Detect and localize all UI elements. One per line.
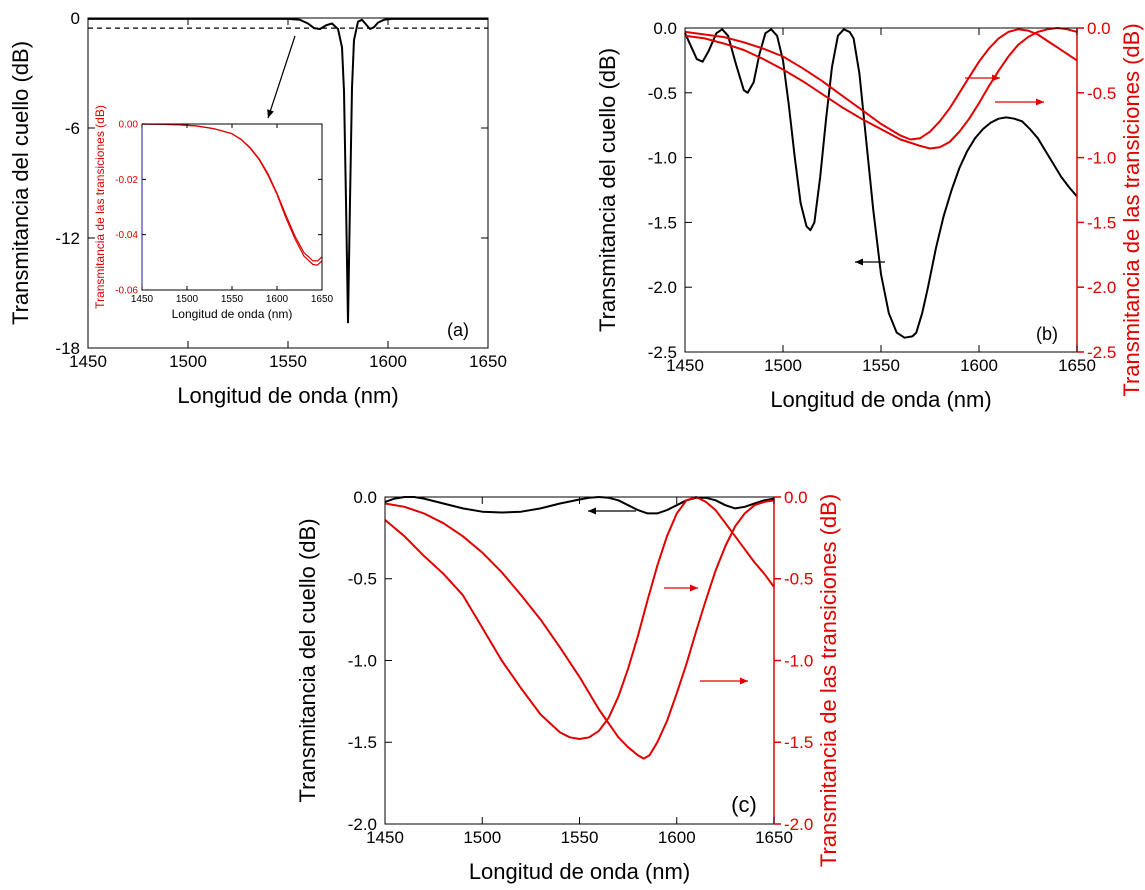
x-axis-label: Longitud de onda (nm) xyxy=(469,859,690,884)
panel-label: (c) xyxy=(731,792,757,817)
y-axis-label: Transmitancia del cuello (dB) xyxy=(8,41,33,325)
x-tick-label: 1550 xyxy=(862,356,900,375)
right-y-tick-label: -1.0 xyxy=(784,651,813,670)
inset-x-tick-label: 1550 xyxy=(221,294,244,305)
x-tick-label: 1450 xyxy=(666,356,704,375)
right-y-tick-label: -0.5 xyxy=(1087,84,1116,103)
y-tick-label: -12 xyxy=(55,229,80,248)
arrow-left-axis-head xyxy=(855,258,863,266)
inset-x-tick-label: 1500 xyxy=(176,294,199,305)
inset-series-line-2 xyxy=(141,123,323,266)
arrow-right-axis-2-head xyxy=(1036,98,1044,106)
right-y-tick-label: -1.0 xyxy=(1087,149,1116,168)
plot-frame xyxy=(384,496,775,825)
y-tick-label: -6 xyxy=(65,119,80,138)
y-tick-label: -18 xyxy=(55,339,80,358)
y-tick-label: -1.0 xyxy=(348,651,377,670)
x-tick-label: 1550 xyxy=(269,352,307,371)
x-axis-label: Longitud de onda (nm) xyxy=(177,383,398,408)
y-tick-label: 0 xyxy=(71,9,80,28)
right-y-axis-label: Transmitancia de las transiciones (dB) xyxy=(816,494,841,867)
inset-x-axis-label: Longitud de onda (nm) xyxy=(172,307,293,321)
x-tick-label: 1650 xyxy=(469,352,507,371)
chart-panel-b: 1450 1500 1550 1600 1650 0.0 -0.5 -1.0 -1.5 -2.0 -… xyxy=(595,19,1144,412)
x-tick-label: 1650 xyxy=(1058,356,1096,375)
x-tick-label: 1500 xyxy=(764,356,802,375)
chart-panel-a: 1450 1500 1550 1600 1650 0 -6 -12 -18 Longitud de… xyxy=(8,9,507,408)
right-y-tick-label: -1.5 xyxy=(1087,213,1116,232)
right-y-tick-label: -2.5 xyxy=(1087,343,1116,362)
chart-panel-c: 1450 1500 1550 1600 1650 0.0 -0.5 -1.0 -1.5 -2.0 0… xyxy=(295,488,841,884)
annotation-arrow-inset-head xyxy=(267,109,274,118)
y-tick-label: -1.5 xyxy=(648,213,677,232)
x-axis-label: Longitud de onda (nm) xyxy=(770,387,991,412)
arrow-right-axis-2-head xyxy=(740,677,748,685)
series-line-1 xyxy=(384,496,775,515)
y-tick-label: -0.5 xyxy=(348,570,377,589)
inset-x-tick-label: 1450 xyxy=(131,294,154,305)
x-tick-label: 1600 xyxy=(960,356,998,375)
x-tick-label: 1550 xyxy=(561,828,599,847)
right-y-tick-label: -0.5 xyxy=(784,570,813,589)
series-line-3 xyxy=(684,27,1078,150)
arrow-right-axis-1-head xyxy=(992,74,1000,82)
series-line-2 xyxy=(684,28,1078,141)
panel-label: (b) xyxy=(1036,324,1058,344)
y-axis-label: Transmitancia del cuello (dB) xyxy=(295,518,320,802)
right-y-axis-label: Transmitancia de las transiciones (dB) xyxy=(1119,23,1144,396)
y-tick-label: -1.5 xyxy=(348,733,377,752)
inset-y-tick-label: -0.02 xyxy=(115,175,138,186)
x-tick-label: 1450 xyxy=(366,828,404,847)
y-tick-label: -1.0 xyxy=(648,149,677,168)
panel-label: (a) xyxy=(447,320,469,340)
inset-y-axis-label: Transmitancia de las transiciones (dB) xyxy=(93,105,107,309)
plot-frame xyxy=(684,27,1078,353)
x-tick-label: 1450 xyxy=(69,352,107,371)
inset-chart: 1450 1500 1550 1600 1650 0.00 -0.02 -0.04 -0.06 L… xyxy=(93,105,334,321)
right-y-tick-label: -2.0 xyxy=(784,815,813,834)
y-tick-label: -2.5 xyxy=(648,343,677,362)
series-line-2 xyxy=(384,496,775,740)
inset-x-tick-label: 1650 xyxy=(311,294,334,305)
y-tick-label: 0.0 xyxy=(353,488,377,507)
x-tick-label: 1500 xyxy=(463,828,501,847)
y-tick-label: -0.5 xyxy=(648,84,677,103)
series-line-3 xyxy=(384,499,775,760)
inset-y-tick-label: -0.06 xyxy=(115,286,138,297)
y-axis-label: Transmitancia del cuello (dB) xyxy=(595,48,620,332)
inset-x-tick-label: 1600 xyxy=(266,294,289,305)
x-tick-label: 1650 xyxy=(755,828,793,847)
y-tick-label: 0.0 xyxy=(653,19,677,38)
right-y-tick-label: -1.5 xyxy=(784,733,813,752)
inset-background xyxy=(142,124,322,290)
x-tick-label: 1600 xyxy=(658,828,696,847)
y-tick-label: -2.0 xyxy=(648,278,677,297)
annotation-arrow-inset xyxy=(267,35,296,119)
right-y-tick-label: 0.0 xyxy=(1087,19,1111,38)
arrow-right-axis-1-head xyxy=(690,584,698,592)
right-y-tick-label: 0.0 xyxy=(784,488,808,507)
y-tick-label: -2.0 xyxy=(348,815,377,834)
arrow-left-axis-head xyxy=(588,507,596,515)
x-tick-label: 1500 xyxy=(169,352,207,371)
inset-y-tick-label: -0.04 xyxy=(115,230,138,241)
series-line-1 xyxy=(684,28,1078,339)
inset-y-tick-label: 0.00 xyxy=(119,120,139,131)
x-tick-label: 1600 xyxy=(369,352,407,371)
right-y-tick-label: -2.0 xyxy=(1087,278,1116,297)
